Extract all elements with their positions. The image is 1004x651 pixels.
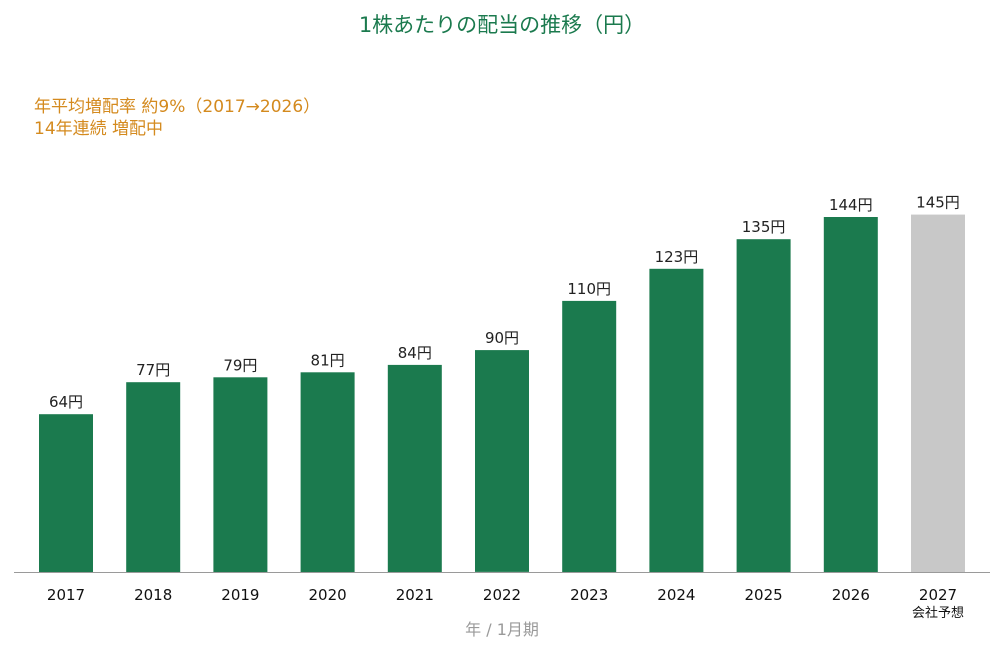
bar-value-label-2017: 64円	[49, 393, 83, 411]
bar-value-label-2021: 84円	[398, 344, 432, 362]
x-tick-label-2019: 2019	[221, 586, 259, 604]
annotation-growth-rate: 年平均増配率 約9%（2017→2026）	[34, 97, 321, 117]
x-tick-label-2021: 2021	[396, 586, 434, 604]
bar-value-label-2022: 90円	[485, 329, 519, 347]
bar-2022	[475, 350, 529, 572]
chart-title: 1株あたりの配当の推移（円）	[358, 13, 646, 37]
x-tick-label-2024: 2024	[657, 586, 695, 604]
bar-value-label-2024: 123円	[655, 248, 699, 266]
x-tick-label-2025: 2025	[745, 586, 783, 604]
bar-value-label-2018: 77円	[136, 361, 170, 379]
x-tick-sublabel-2027: 会社予想	[912, 605, 964, 621]
bar-value-label-2023: 110円	[567, 280, 611, 298]
x-tick-label-2023: 2023	[570, 586, 608, 604]
x-tick-label-2026: 2026	[832, 586, 870, 604]
x-tick-label-2018: 2018	[134, 586, 172, 604]
bar-2020	[300, 372, 355, 572]
x-axis-label: 年 / 1月期	[465, 620, 539, 639]
annotation-streak: 14年連続 増配中	[34, 119, 164, 139]
bar-value-label-2027: 145円	[916, 194, 960, 212]
bar-2025	[736, 239, 791, 572]
bar-2023	[562, 300, 617, 572]
bar-2027	[911, 214, 965, 572]
x-tick-label-2027: 2027	[919, 586, 957, 604]
x-tick-label-2022: 2022	[483, 586, 521, 604]
bar-2017	[39, 414, 93, 572]
bar-value-label-2020: 81円	[311, 351, 345, 369]
x-tick-label-2020: 2020	[309, 586, 347, 604]
bar-value-label-2025: 135円	[742, 218, 786, 236]
bar-value-label-2019: 79円	[223, 356, 257, 374]
bar-2024	[649, 268, 704, 572]
bar-2018	[126, 382, 181, 572]
bar-2019	[213, 377, 268, 572]
bar-value-label-2026: 144円	[829, 196, 873, 214]
x-tick-label-2017: 2017	[47, 586, 85, 604]
bar-2026	[823, 217, 878, 572]
bar-2021	[387, 364, 442, 572]
